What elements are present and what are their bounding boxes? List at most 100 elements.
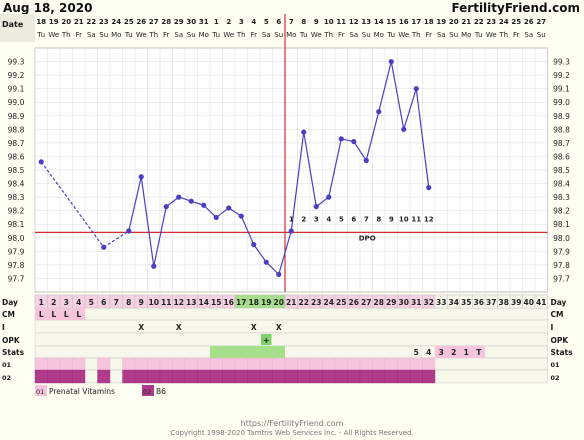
supp1-cell bbox=[422, 357, 436, 371]
dpo-number: 4 bbox=[326, 216, 331, 224]
temp-segment bbox=[128, 176, 142, 232]
temp-point bbox=[126, 228, 132, 234]
supp2-cell bbox=[297, 369, 311, 384]
legend-item-1: Prenatal Vitamins bbox=[49, 387, 115, 396]
weekday-label: Fr bbox=[513, 31, 520, 39]
cm-cell bbox=[47, 308, 60, 320]
temp-point bbox=[213, 214, 219, 221]
supp1-cell bbox=[47, 357, 61, 371]
legend-code-1: 01 bbox=[36, 388, 44, 396]
y-tick-left: 97.7 bbox=[8, 274, 25, 283]
weekday-label: Mo bbox=[461, 31, 471, 39]
supp2-cell bbox=[384, 369, 398, 384]
date-label: 16 bbox=[399, 18, 409, 26]
temp-point bbox=[251, 241, 257, 248]
day-number: 1 bbox=[39, 298, 44, 307]
day-number: 30 bbox=[399, 298, 409, 307]
day-number: 6 bbox=[101, 298, 106, 307]
day-number: 40 bbox=[524, 298, 534, 307]
weekday-label: Sa bbox=[262, 31, 271, 39]
y-tick-right: 98.0 bbox=[553, 234, 570, 243]
temp-segment bbox=[153, 206, 167, 267]
date-label: 21 bbox=[461, 18, 471, 26]
supp1-cell bbox=[347, 357, 361, 371]
day-number: 34 bbox=[449, 298, 459, 307]
cm-mark: L bbox=[39, 310, 44, 319]
temp-segment bbox=[140, 176, 155, 267]
temp-segment bbox=[253, 244, 267, 263]
supp2-row-label-right: 02 bbox=[551, 374, 560, 382]
weekday-label: Su bbox=[362, 31, 371, 39]
day-row-label-right: Day bbox=[551, 298, 567, 307]
supp2-cell bbox=[234, 369, 248, 384]
dpo-number: 9 bbox=[389, 216, 394, 224]
day-number: 22 bbox=[299, 298, 309, 307]
y-tick-right: 99.2 bbox=[553, 71, 570, 80]
y-tick-left: 97.8 bbox=[8, 261, 25, 270]
temp-point bbox=[163, 204, 169, 210]
footer-url[interactable]: https://FertilityFriend.com bbox=[240, 419, 344, 428]
supp1-cell bbox=[59, 357, 73, 371]
dpo-number: 2 bbox=[301, 216, 306, 224]
legend-swatch-2 bbox=[142, 385, 154, 396]
weekday-label: Th bbox=[148, 31, 158, 39]
site-name[interactable]: FertilityFriend.com bbox=[451, 1, 580, 15]
supp1-cell bbox=[209, 357, 223, 371]
date-label: 3 bbox=[239, 18, 244, 26]
supp1-cell bbox=[34, 357, 48, 371]
temp-point bbox=[388, 58, 394, 65]
stats-cell bbox=[435, 346, 448, 358]
day-number: 9 bbox=[139, 298, 144, 307]
date-label: 9 bbox=[314, 18, 319, 26]
weekday-label: Su bbox=[274, 31, 283, 39]
temp-point bbox=[426, 185, 432, 191]
i-row-label-right: I bbox=[551, 323, 554, 332]
day-number: 11 bbox=[161, 298, 171, 307]
supp2-cell bbox=[334, 369, 348, 384]
temp-segment bbox=[378, 61, 392, 112]
dpo-number: 12 bbox=[424, 216, 434, 224]
weekday-label: Sa bbox=[349, 31, 358, 39]
supp2-cell bbox=[347, 369, 361, 384]
supp1-row-label-right: 01 bbox=[551, 361, 561, 369]
weekday-label: We bbox=[311, 31, 322, 39]
date-label: 30 bbox=[186, 18, 196, 26]
stats-row-label-right: Stats bbox=[551, 348, 574, 357]
cm-mark: L bbox=[76, 310, 81, 319]
weekday-label: Tu bbox=[474, 31, 483, 39]
supp2-cell bbox=[209, 369, 223, 384]
day-number: 14 bbox=[199, 298, 209, 307]
opk-row-bg bbox=[34, 332, 548, 347]
supp2-cell bbox=[409, 369, 423, 384]
temp-segment bbox=[265, 261, 280, 275]
temp-point bbox=[401, 126, 407, 132]
cm-row-label-left: CM bbox=[2, 310, 15, 319]
y-tick-left: 98.5 bbox=[8, 166, 25, 175]
weekday-label: Th bbox=[498, 31, 508, 39]
weekday-label: Mo bbox=[374, 31, 384, 39]
date-label: 23 bbox=[99, 18, 109, 26]
weekday-label: Sa bbox=[87, 31, 96, 39]
day-number: 19 bbox=[261, 298, 271, 307]
temp-segment bbox=[290, 131, 305, 232]
supp2-cell bbox=[122, 369, 136, 384]
temp-point bbox=[226, 205, 232, 211]
weekday-label: Th bbox=[323, 31, 333, 39]
supp2-cell bbox=[259, 369, 273, 384]
day-cell bbox=[534, 294, 548, 309]
temp-point bbox=[363, 157, 369, 164]
y-tick-right: 98.8 bbox=[553, 125, 570, 134]
cm-mark: L bbox=[64, 310, 69, 319]
weekday-label: Mo bbox=[199, 31, 209, 39]
temp-point bbox=[201, 202, 207, 208]
weekday-label: Fr bbox=[426, 31, 433, 39]
day-number: 17 bbox=[236, 298, 246, 307]
supp2-row-label-left: 02 bbox=[2, 374, 11, 382]
cm-cell bbox=[60, 308, 73, 320]
date-label: 12 bbox=[349, 18, 359, 26]
date-label: 24 bbox=[499, 18, 509, 26]
dpo-number: 3 bbox=[314, 216, 319, 224]
date-label-bg bbox=[0, 14, 35, 42]
supp1-cell bbox=[197, 357, 211, 371]
weekday-label: Th bbox=[236, 31, 246, 39]
